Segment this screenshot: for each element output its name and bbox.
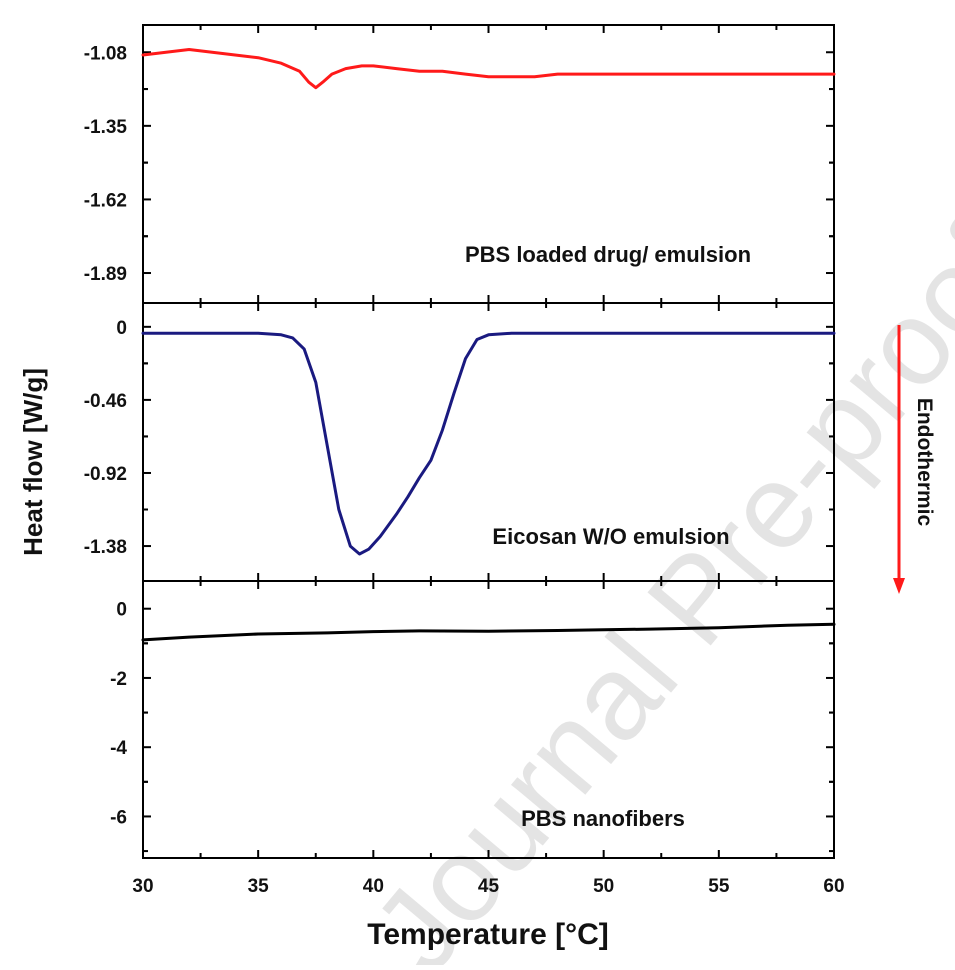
panel-annotation-1: PBS loaded drug/ emulsion [465,242,751,267]
endothermic-label: Endothermic [913,398,936,527]
y-axis-title: Heat flow [W/g] [18,368,48,556]
y-tick-label: -1.38 [84,537,127,558]
series-lines [141,48,836,642]
x-tick-label: 30 [132,876,153,897]
panel-frames [142,24,835,859]
panel-annotation-3: PBS nanofibers [521,806,685,831]
y-tick-label: -2 [110,669,127,690]
y-tick-label: -1.08 [84,43,127,64]
series-line-3 [141,622,836,642]
endothermic-arrow-head [893,578,905,594]
series-line-1 [141,48,836,90]
y-tick-label: 0 [116,600,127,621]
y-tick-label: -0.92 [84,464,127,485]
watermark-text: Journal Pre-proof [347,200,955,965]
x-tick-label: 50 [593,876,614,897]
y-tick-label: -6 [110,807,127,828]
series-line-2 [141,331,836,556]
x-tick-label: 55 [708,876,730,897]
y-tick-label: -1.62 [84,190,127,211]
axis-ticks: -1.08 -1.35 -1.62 -1.89 0 -0.46 -0.92 -1.38 0 -2 -… [84,25,845,897]
x-axis-title: Temperature [°C] [367,918,608,951]
y-tick-label: -1.35 [84,117,128,138]
y-tick-label: -4 [110,738,127,759]
x-tick-label: 40 [363,876,384,897]
panel-annotation-2: Eicosan W/O emulsion [492,524,729,549]
x-tick-label: 35 [248,876,270,897]
y-tick-label: -1.89 [84,264,127,285]
x-tick-label: 60 [823,876,844,897]
y-tick-label: 0 [116,318,127,339]
y-tick-label: -0.46 [84,391,127,412]
panel-annotations: PBS loaded drug/ emulsion Eicosan W/O emu… [465,242,751,831]
x-tick-label: 45 [478,876,500,897]
